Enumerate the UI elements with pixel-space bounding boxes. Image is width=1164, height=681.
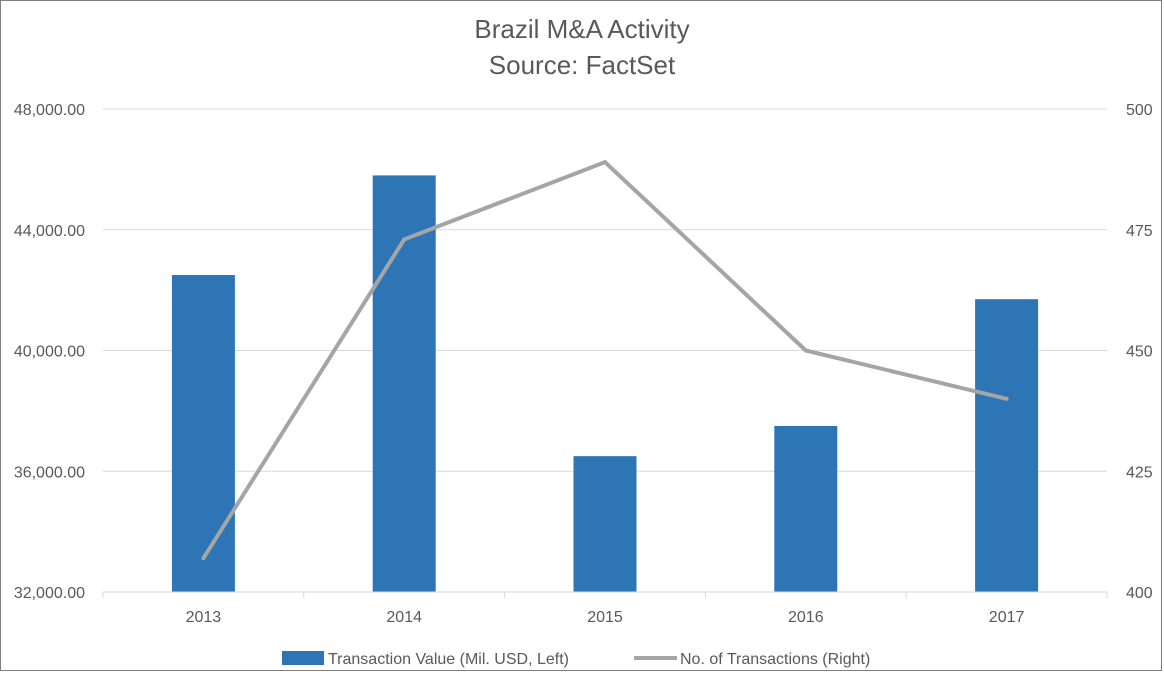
line-point-2013 (201, 556, 206, 561)
x-tick-label: 2015 (587, 609, 623, 626)
left-tick-label: 32,000.00 (14, 585, 85, 602)
x-tick-label: 2016 (788, 609, 824, 626)
bar-2013 (171, 275, 235, 592)
x-axis (102, 591, 1108, 598)
legend-label-no-of-transactions: No. of Transactions (Right) (680, 651, 870, 668)
right-tick-label: 500 (1126, 102, 1153, 119)
line-point-2016 (803, 348, 808, 353)
x-tick-label: 2017 (989, 609, 1025, 626)
legend-swatch-transaction-value (282, 651, 324, 665)
legend: Transaction Value (Mil. USD, Left) No. o… (282, 651, 870, 668)
chart-subtitle: Source: FactSet (489, 50, 676, 80)
x-axis-labels: 2013 2014 2015 2016 2017 (186, 609, 1025, 626)
line-series (201, 160, 1009, 561)
x-tick-label: 2013 (186, 609, 222, 626)
left-tick-label: 44,000.00 (14, 223, 85, 240)
bar-2014 (372, 175, 436, 592)
right-y-axis: 400 425 450 475 500 (1126, 102, 1153, 602)
left-tick-label: 36,000.00 (14, 464, 85, 481)
chart-title: Brazil M&A Activity (474, 14, 689, 44)
bar-2015 (573, 456, 637, 592)
bar-series (171, 175, 1039, 592)
left-tick-label: 48,000.00 (14, 102, 85, 119)
right-tick-label: 425 (1126, 464, 1153, 481)
line-point-2014 (402, 237, 407, 242)
legend-label-transaction-value: Transaction Value (Mil. USD, Left) (328, 651, 569, 668)
left-y-axis: 32,000.00 36,000.00 40,000.00 44,000.00 48,0… (14, 102, 85, 602)
left-tick-label: 40,000.00 (14, 344, 85, 361)
right-tick-label: 400 (1126, 585, 1153, 602)
right-tick-label: 450 (1126, 344, 1153, 361)
line-point-2017 (1004, 396, 1009, 401)
line-point-2015 (603, 160, 607, 165)
x-tick-label: 2014 (386, 609, 422, 626)
bar-2016 (774, 425, 838, 592)
right-tick-label: 475 (1126, 223, 1153, 240)
bar-2017 (975, 299, 1039, 592)
